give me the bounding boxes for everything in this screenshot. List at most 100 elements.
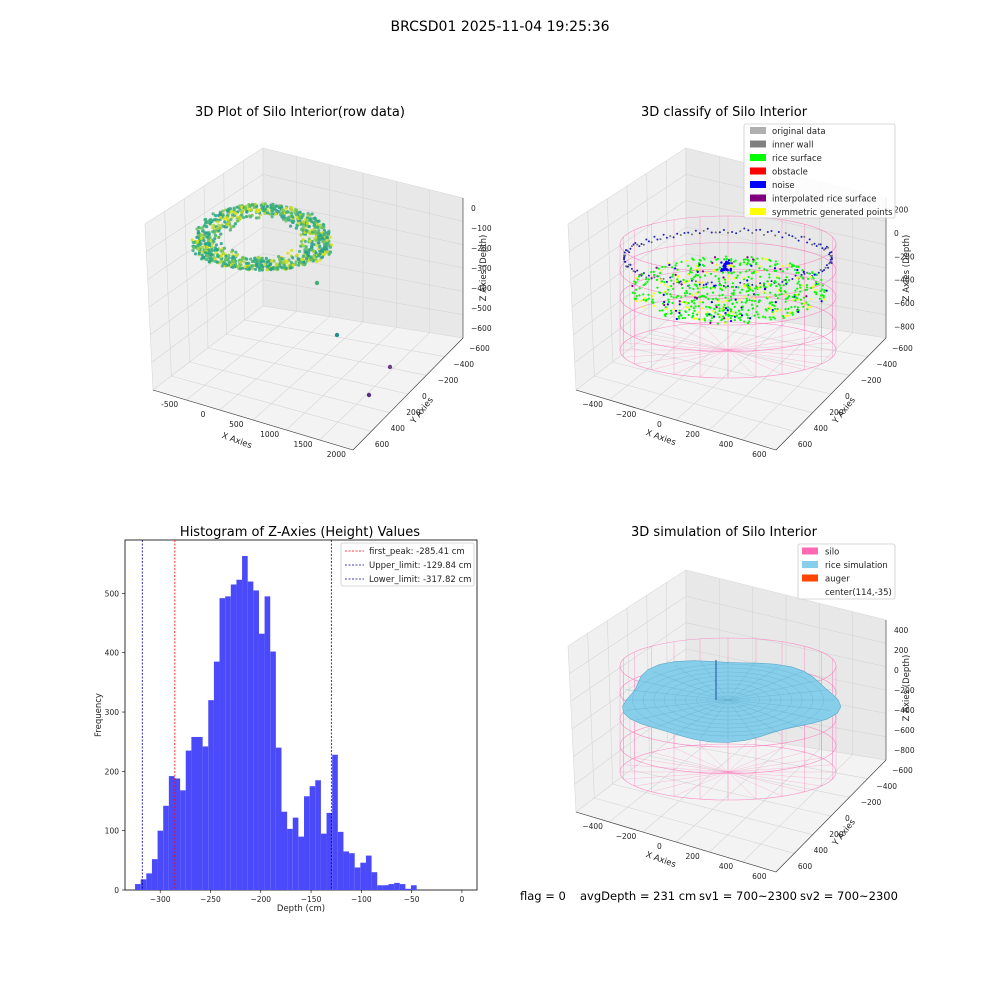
p2-point (663, 303, 666, 307)
p2-noise-point (720, 261, 723, 264)
p1-point (205, 221, 209, 225)
p1-point (327, 230, 331, 234)
p2-point (680, 300, 684, 304)
p2-point (757, 293, 760, 296)
p2-point (690, 299, 693, 303)
p1-point (325, 235, 329, 239)
p2-point (720, 289, 724, 292)
p1-y-tick-label: 600 (375, 440, 390, 449)
p1-point (229, 217, 233, 222)
p2-point (811, 271, 814, 274)
p2-point (692, 287, 695, 291)
p2-wall-point (650, 241, 653, 244)
p1-point (269, 268, 273, 272)
p2-point (797, 280, 800, 283)
p2-silo-floor-spoke (673, 349, 729, 375)
p2-point (746, 282, 749, 286)
p2-legend-interpolated: interpolated rice surface (772, 195, 877, 205)
p2-point (724, 281, 727, 284)
p4-surface-mesh-spoke (727, 679, 820, 701)
p2-point (714, 297, 717, 300)
p2-point (793, 268, 797, 271)
p2-noise-point (723, 262, 727, 265)
p2-wall-point (731, 231, 734, 234)
p1-point (213, 236, 217, 241)
p2-point (747, 293, 750, 297)
p2-point (770, 301, 774, 304)
p2-wall-point (659, 238, 662, 241)
p2-point (747, 309, 750, 312)
p2-wall-point (735, 285, 738, 288)
p1-x-label: X Axies (220, 431, 253, 451)
p3-bar (197, 736, 203, 890)
p3-bars (135, 556, 417, 890)
p2-wall-point (823, 268, 826, 271)
p1-point (258, 266, 262, 270)
p2-point (651, 298, 654, 301)
p2-x-label: X Axies (644, 428, 677, 448)
p2-point (786, 296, 790, 299)
p1-point (288, 218, 292, 222)
p2-point (734, 298, 737, 301)
p2-wall-point (669, 276, 672, 279)
p1-point (294, 226, 298, 230)
p2-point (786, 268, 789, 271)
p2-point (750, 277, 753, 280)
p2-point (768, 258, 771, 261)
p1-point (281, 261, 285, 265)
p4-z-label: Z Axies (Depth) (902, 655, 912, 722)
p1-point (293, 262, 298, 267)
status-line: flag = 0 avgDepth = 231 cm sv1 = 700~230… (520, 889, 898, 903)
p2-point (779, 309, 782, 312)
p3-bar (343, 851, 350, 890)
p1-point (265, 204, 269, 209)
p1-point (313, 216, 317, 220)
p4-surface-mesh-spoke (727, 699, 820, 721)
p2-point (775, 309, 779, 313)
p2-point (776, 262, 779, 266)
p4-silo-floor-spoke (634, 771, 729, 787)
p2-point (730, 262, 733, 265)
p2-wall-point (636, 243, 639, 246)
p1-point (323, 247, 328, 252)
p1-point (325, 241, 330, 245)
p2-point (762, 282, 766, 285)
p2-wall-point (727, 285, 729, 288)
p2-wall-point (797, 239, 800, 242)
p2-wall-point (781, 280, 784, 283)
p2-point (688, 286, 691, 290)
p2-wall-point (650, 277, 653, 280)
p2-wall-point (642, 243, 645, 246)
p2-point (750, 256, 753, 259)
p1-point (235, 219, 240, 223)
p2-wall-point (630, 245, 633, 248)
p1-point (304, 229, 309, 233)
p2-point (810, 275, 813, 279)
p2-point (704, 296, 708, 299)
p2-point (771, 308, 774, 312)
p1-point (304, 257, 309, 261)
p2-point (675, 296, 678, 299)
p1-point (305, 247, 309, 252)
p2-z-tick-label: −400 (894, 276, 915, 285)
p1-3d-axes-box (144, 147, 464, 451)
p2-legend: original data inner wall rice surface ob… (743, 123, 896, 219)
p2-point (672, 287, 675, 290)
p2-point (778, 284, 782, 287)
p2-point (793, 293, 796, 296)
p2-point (766, 297, 769, 300)
p2-point (697, 281, 701, 284)
p2-point (714, 270, 717, 273)
p2-wall-point (800, 273, 803, 276)
p2-point (823, 289, 826, 292)
p4-rice-surface (622, 660, 842, 743)
p2-point (682, 278, 685, 281)
p2-silo-floor-spoke (727, 325, 783, 351)
p1-point (249, 208, 253, 212)
p2-point (653, 304, 656, 307)
p2-wall-point (624, 254, 627, 257)
p1-point (284, 206, 288, 210)
p2-point (805, 286, 808, 289)
p2-point (763, 268, 766, 271)
